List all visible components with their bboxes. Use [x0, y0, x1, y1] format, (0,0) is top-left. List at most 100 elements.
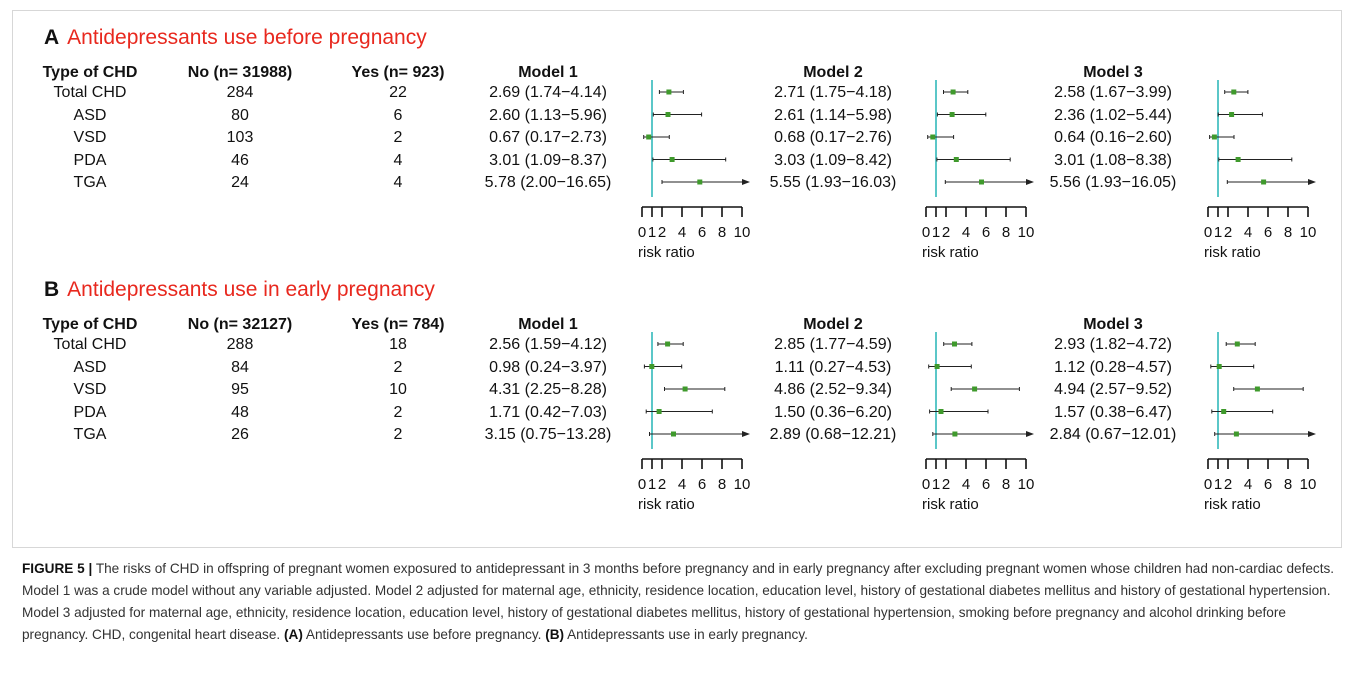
x-tick-label: 0	[922, 476, 930, 493]
x-tick-label: 0	[638, 476, 646, 493]
ci-text: 3.01 (1.09−8.37)	[489, 151, 607, 169]
x-tick-label: 2	[1224, 476, 1232, 493]
ci-arrow	[742, 179, 750, 185]
forest-plot: 0 1 2 4 6 8 10 risk ratio	[638, 332, 750, 513]
ci-text: 1.11 (0.27−4.53)	[774, 358, 892, 376]
point-estimate	[1229, 112, 1235, 117]
row-no-count: 80	[231, 106, 249, 124]
x-tick-label: 4	[1244, 224, 1252, 241]
x-tick-label: 6	[1264, 476, 1272, 493]
point-estimate	[930, 134, 936, 140]
ci-arrow	[742, 431, 750, 437]
point-estimate	[950, 89, 956, 95]
x-axis-label: risk ratio	[1204, 496, 1261, 513]
ci-text: 3.01 (1.08−8.38)	[1054, 151, 1172, 169]
point-estimate	[972, 386, 978, 392]
row-yes-count: 2	[393, 426, 403, 443]
row-type: VSD	[73, 381, 107, 398]
x-tick-label: 4	[678, 224, 686, 241]
x-tick-label: 0	[922, 224, 930, 241]
row-type: PDA	[73, 403, 107, 421]
x-tick-label: 4	[678, 476, 686, 493]
x-tick-label: 1	[932, 476, 940, 493]
x-tick-label: 1	[648, 476, 656, 493]
row-no-count: 284	[226, 84, 254, 101]
x-axis-label: risk ratio	[638, 244, 695, 261]
row-no-count: 84	[231, 358, 249, 376]
point-estimate	[949, 112, 955, 117]
x-tick-label: 8	[1284, 224, 1292, 241]
ci-text: 0.98 (0.24−3.97)	[489, 358, 607, 376]
caption-a-text: Antidepressants use before pregnancy.	[305, 627, 542, 642]
panel-letter: A	[44, 26, 60, 49]
ci-arrow	[1026, 431, 1034, 437]
caption-a-label: (A)	[283, 627, 303, 642]
ci-arrow	[1308, 179, 1316, 185]
ci-text: 0.67 (0.17−2.73)	[489, 129, 607, 146]
panel-letter: B	[44, 278, 60, 301]
point-estimate	[682, 386, 688, 392]
x-tick-label: 2	[942, 476, 950, 493]
ci-text: 2.56 (1.59−4.12)	[489, 336, 607, 353]
point-estimate	[1235, 157, 1241, 162]
point-estimate	[1231, 89, 1237, 95]
caption-b-text: Antidepressants use in early pregnancy.	[567, 627, 808, 642]
ci-text: 1.12 (0.28−4.57)	[1054, 358, 1172, 376]
header-type: Type of CHD	[42, 316, 138, 333]
panel-title: A Antidepressants use before pregnancy	[44, 26, 427, 50]
point-estimate	[697, 179, 703, 185]
point-estimate	[952, 341, 957, 347]
x-tick-label: 4	[962, 476, 970, 493]
row-type: TGA	[73, 174, 107, 191]
model-header: Model 2	[803, 64, 863, 81]
x-tick-label: 10	[1018, 224, 1035, 241]
point-estimate	[649, 364, 655, 369]
x-axis-label: risk ratio	[922, 244, 979, 261]
row-type: PDA	[73, 151, 107, 169]
ci-text: 2.36 (1.02−5.44)	[1054, 106, 1172, 124]
point-estimate	[665, 112, 671, 117]
row-no-count: 288	[226, 336, 254, 353]
point-estimate	[669, 157, 675, 162]
panel-a: A Antidepressants use before pregnancy Typ…	[0, 0, 1357, 261]
figure-caption: FIGURE 5 | The risks of CHD in offspring…	[22, 558, 1340, 646]
point-estimate	[1261, 179, 1267, 185]
header-yes: Yes (n= 923)	[351, 64, 445, 81]
x-axis-label: risk ratio	[638, 496, 695, 513]
caption-label: FIGURE 5 |	[22, 561, 93, 576]
x-tick-label: 10	[1300, 476, 1317, 493]
row-type: Total CHD	[53, 336, 127, 353]
point-estimate	[952, 431, 958, 437]
x-tick-label: 10	[1018, 476, 1035, 493]
x-axis-label: risk ratio	[1204, 244, 1261, 261]
row-type: Total CHD	[53, 84, 127, 101]
ci-text: 4.31 (2.25−8.28)	[489, 381, 607, 398]
header-no: No (n= 32127)	[187, 316, 293, 333]
row-yes-count: 22	[389, 84, 407, 101]
model-header: Model 2	[803, 316, 863, 333]
ci-text: 2.58 (1.67−3.99)	[1054, 84, 1172, 101]
model-header: Model 1	[518, 64, 578, 81]
point-estimate	[938, 409, 944, 414]
x-axis-label: risk ratio	[922, 496, 979, 513]
model-header: Model 3	[1083, 316, 1143, 333]
row-yes-count: 4	[393, 151, 403, 169]
x-tick-label: 2	[1224, 224, 1232, 241]
header-yes: Yes (n= 784)	[351, 316, 445, 333]
ci-text: 5.78 (2.00−16.65)	[484, 174, 612, 191]
row-no-count: 26	[231, 426, 249, 443]
x-tick-label: 6	[982, 476, 990, 493]
point-estimate	[953, 157, 959, 162]
forest-plot: 0 1 2 4 6 8 10 risk ratio	[1204, 332, 1317, 513]
x-tick-label: 2	[658, 224, 666, 241]
ci-text: 2.69 (1.74−4.14)	[489, 84, 607, 101]
ci-text: 1.57 (0.38−6.47)	[1054, 403, 1172, 421]
row-no-count: 103	[226, 129, 254, 146]
x-tick-label: 6	[982, 224, 990, 241]
x-tick-label: 0	[1204, 476, 1212, 493]
ci-text: 1.71 (0.42−7.03)	[489, 403, 607, 421]
point-estimate	[934, 364, 940, 369]
ci-arrow	[1026, 179, 1034, 185]
ci-text: 0.68 (0.17−2.76)	[774, 129, 892, 146]
x-tick-label: 8	[718, 476, 726, 493]
